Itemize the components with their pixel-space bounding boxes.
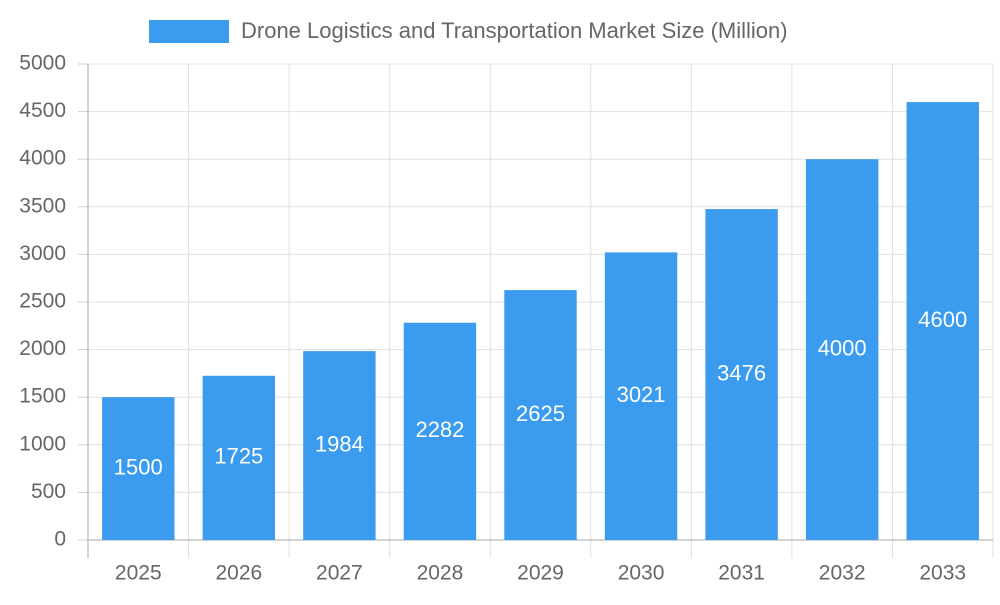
value-label: 1500 [114,454,163,479]
y-tick-label: 3500 [19,194,66,217]
y-tick-label: 1500 [19,385,66,408]
y-tick-label: 3000 [19,242,66,265]
x-tick-label: 2028 [417,562,464,585]
y-tick-label: 500 [31,480,66,503]
y-tick-label: 5000 [19,52,66,75]
y-tick-label: 4500 [19,99,66,122]
bar [102,397,175,540]
bar [906,102,979,540]
x-tick-label: 2029 [517,562,564,585]
bar [805,159,879,540]
value-label: 4600 [918,307,967,332]
x-tick-label: 2030 [618,562,665,585]
bar [504,290,577,540]
x-tick-label: 2033 [919,562,966,585]
y-tick-label: 2500 [19,290,66,313]
legend-swatch [149,20,229,43]
value-label: 2282 [415,417,464,442]
y-tick-label: 0 [54,528,66,551]
x-tick-label: 2027 [316,562,363,585]
x-tick-label: 2031 [718,562,765,585]
value-label: 2625 [516,401,565,426]
legend-label: Drone Logistics and Transportation Marke… [241,18,788,43]
value-label: 3476 [717,360,766,385]
bar [403,322,477,540]
y-tick-label: 2000 [19,337,66,360]
value-label: 1725 [214,444,263,469]
bar [705,209,778,541]
x-tick-label: 2025 [115,562,162,585]
y-tick-label: 4000 [19,147,66,170]
value-label: 3021 [617,382,666,407]
value-label: 1984 [315,431,364,456]
y-tick-label: 1000 [19,432,66,455]
bar [202,375,276,540]
bar [303,351,376,540]
value-label: 4000 [818,335,867,360]
x-tick-label: 2026 [215,562,262,585]
bar [604,252,678,540]
x-tick-label: 2032 [819,562,866,585]
